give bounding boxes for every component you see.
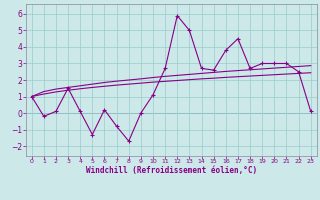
X-axis label: Windchill (Refroidissement éolien,°C): Windchill (Refroidissement éolien,°C) <box>86 166 257 175</box>
